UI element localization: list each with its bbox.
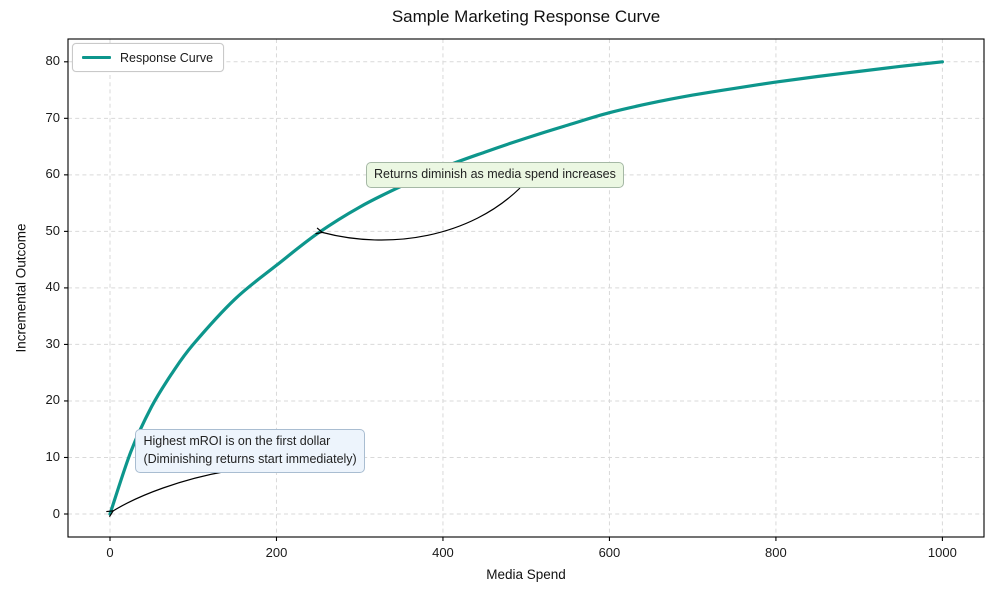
y-tick-label: 70 xyxy=(45,109,60,125)
annotation-arrow-returns-diminish xyxy=(322,187,521,241)
y-tick-label: 50 xyxy=(45,222,60,238)
x-tick-label: 400 xyxy=(432,545,454,560)
chart-title: Sample Marketing Response Curve xyxy=(391,7,661,26)
response-curve-line xyxy=(108,60,944,516)
annotation-text: Returns diminish as media spend increase… xyxy=(374,167,616,182)
annotation-arrow-highest-mroi xyxy=(113,470,229,511)
y-tick-label: 30 xyxy=(45,335,60,351)
annotation-text: Highest mROI is on the first dollar xyxy=(143,433,331,448)
annotation-returns-diminish: Returns diminish as media spend increase… xyxy=(366,162,624,189)
annotation-text: (Diminishing returns start immediately) xyxy=(143,452,357,467)
x-tick-label: 0 xyxy=(106,545,114,560)
annotation-highest-mroi: Highest mROI is on the first dollar (Dim… xyxy=(135,428,365,474)
x-tick-label: 1000 xyxy=(927,545,957,560)
y-tick-label: 10 xyxy=(45,448,60,464)
x-tick-label: 800 xyxy=(765,545,787,560)
x-tick-label: 600 xyxy=(598,545,621,560)
axis-ticks xyxy=(64,61,943,541)
grid-lines xyxy=(68,39,984,537)
y-tick-label: 60 xyxy=(45,166,60,182)
legend-line-swatch xyxy=(82,55,111,60)
x-tick-label: 200 xyxy=(265,545,288,560)
legend: Response Curve xyxy=(72,43,225,72)
x-axis-label: Media Spend xyxy=(486,567,566,582)
y-tick-label: 0 xyxy=(52,505,60,521)
plot-frame xyxy=(67,38,985,538)
legend-label: Response Curve xyxy=(120,50,214,65)
y-tick-label: 80 xyxy=(45,53,60,69)
y-tick-label: 20 xyxy=(45,392,60,408)
y-tick-label: 40 xyxy=(45,279,60,295)
